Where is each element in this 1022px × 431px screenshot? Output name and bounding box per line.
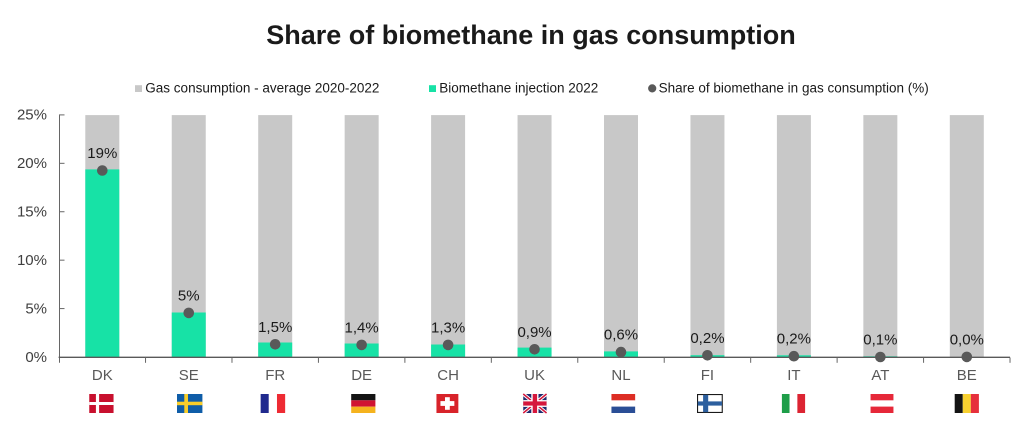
svg-text:1,5%: 1,5% [258,319,292,336]
svg-text:0%: 0% [25,349,47,366]
svg-text:UK: UK [524,367,545,384]
svg-text:BE: BE [957,367,977,384]
svg-text:0,9%: 0,9% [517,324,551,341]
svg-text:0,0%: 0,0% [950,331,984,348]
svg-text:0,6%: 0,6% [604,327,638,344]
svg-text:DK: DK [92,367,113,384]
svg-text:10%: 10% [17,252,47,269]
svg-text:CH: CH [437,367,459,384]
svg-text:5%: 5% [178,287,200,304]
svg-text:1,4%: 1,4% [345,319,379,336]
svg-text:0,2%: 0,2% [690,330,724,347]
svg-text:Gas consumption - average 2020: Gas consumption - average 2020-2022 [145,81,379,96]
svg-text:1,3%: 1,3% [431,319,465,336]
svg-text:25%: 25% [17,107,47,124]
svg-text:Biomethane injection 2022: Biomethane injection 2022 [439,81,598,96]
svg-text:AT: AT [871,367,889,384]
svg-text:FR: FR [265,367,285,384]
svg-text:5%: 5% [25,300,47,317]
svg-text:IT: IT [787,367,800,384]
svg-text:19%: 19% [87,145,117,162]
svg-text:Share of biomethane in gas con: Share of biomethane in gas consumption [266,20,796,50]
svg-text:SE: SE [179,367,199,384]
svg-text:0,1%: 0,1% [863,332,897,349]
svg-text:FI: FI [701,367,714,384]
svg-text:DE: DE [351,367,372,384]
svg-text:20%: 20% [17,155,47,172]
svg-text:Share of biomethane in gas con: Share of biomethane in gas consumption (… [659,81,929,96]
svg-text:15%: 15% [17,204,47,221]
svg-text:NL: NL [611,367,630,384]
svg-text:0,2%: 0,2% [777,331,811,348]
